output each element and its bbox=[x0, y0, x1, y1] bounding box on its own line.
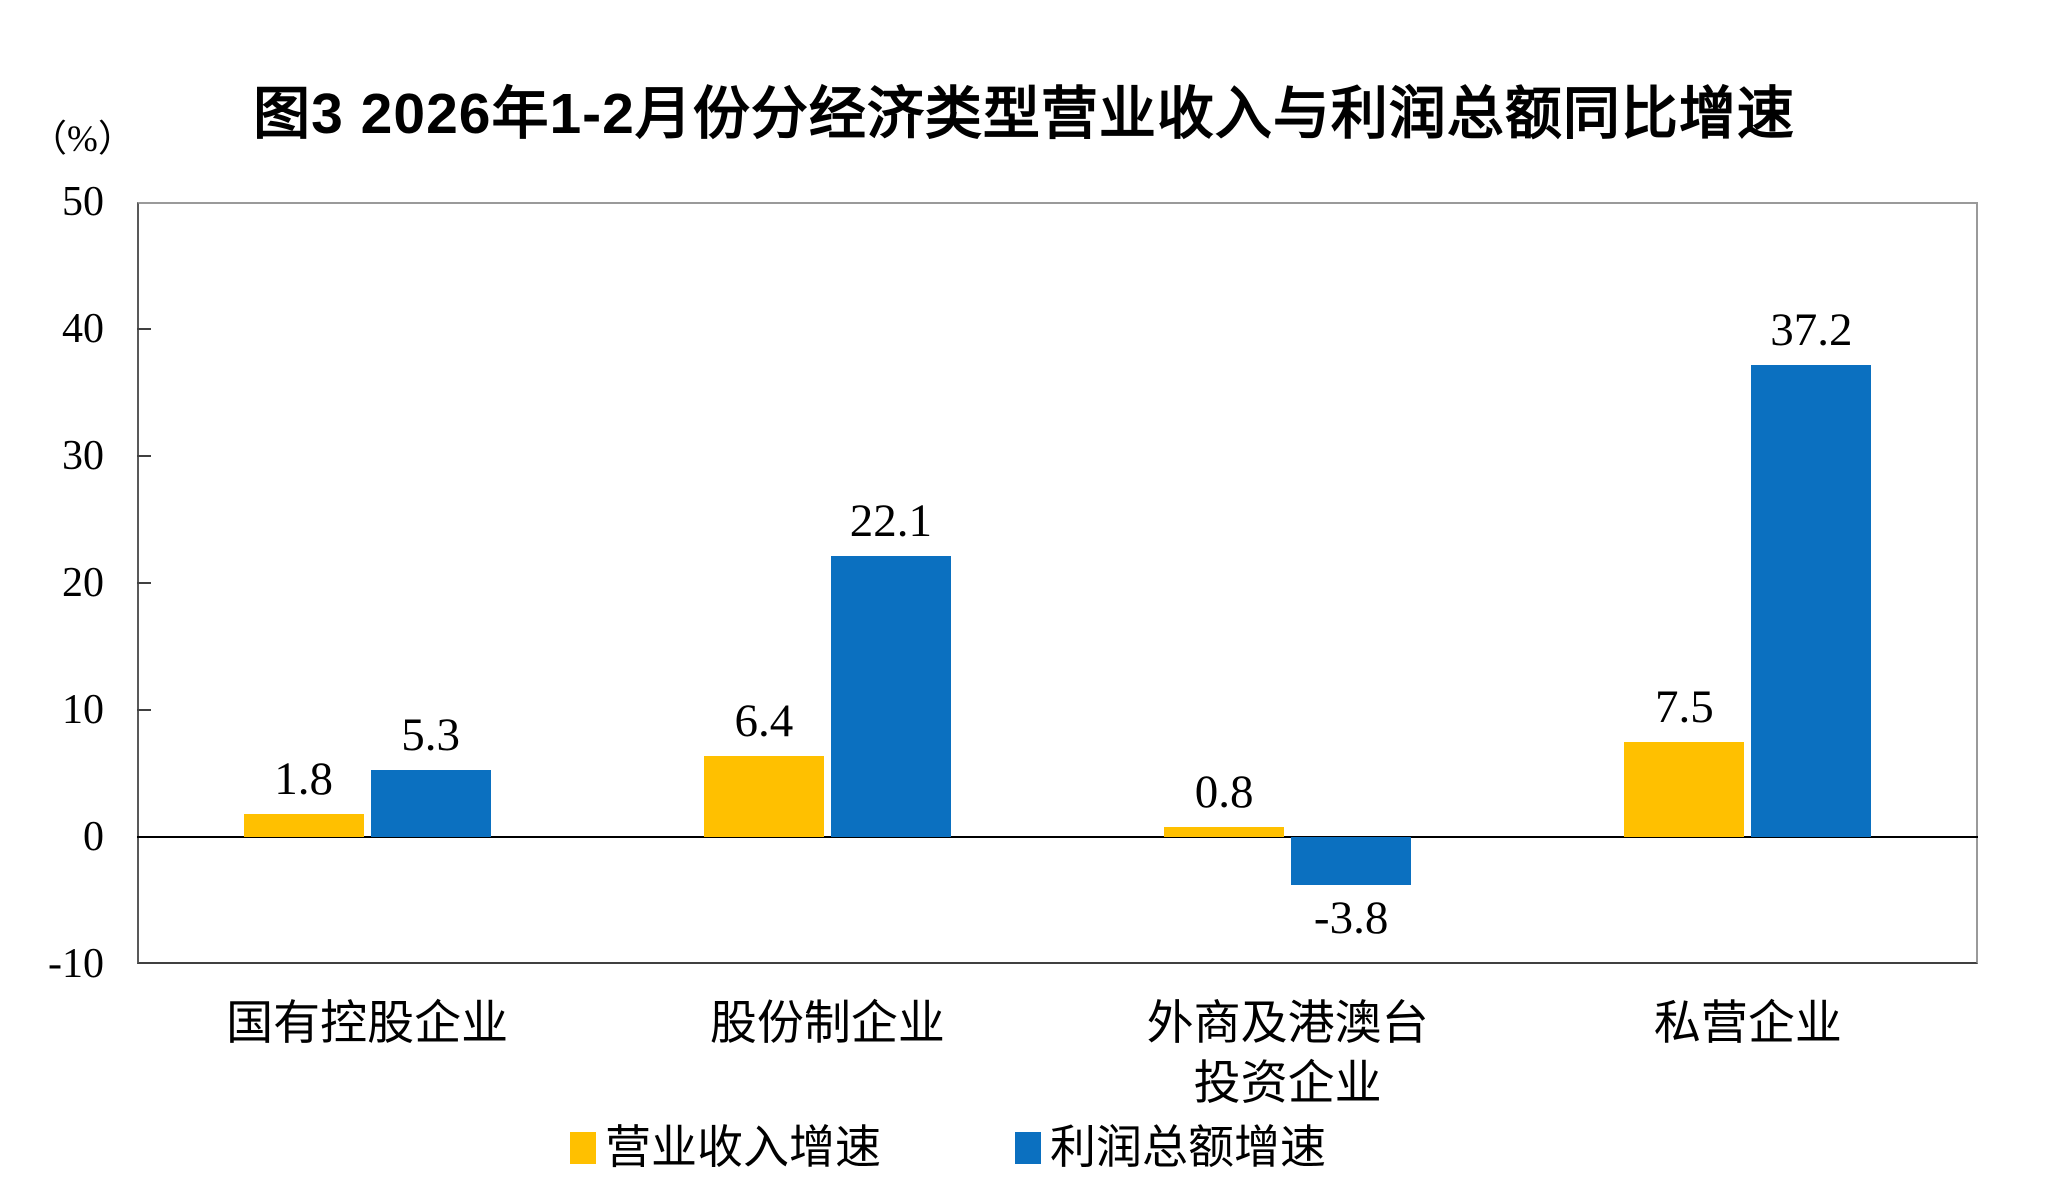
x-category-label-line: 国有控股企业 bbox=[226, 998, 509, 1050]
bar-营业收入增速-股份制企业 bbox=[703, 755, 824, 837]
bar-利润总额增速-私营企业 bbox=[1751, 364, 1872, 837]
y-tick-mark bbox=[137, 582, 151, 584]
y-tick-label: 20 bbox=[62, 560, 104, 606]
bar-value-label: 5.3 bbox=[401, 708, 460, 761]
x-category-label: 国有控股企业 bbox=[137, 994, 597, 1054]
y-axis-unit-label: （%） bbox=[30, 119, 135, 160]
x-category-label-line: 外商及港澳台 bbox=[1146, 998, 1429, 1050]
bar-营业收入增速-国有控股企业 bbox=[243, 814, 364, 837]
x-category-label: 股份制企业 bbox=[597, 994, 1057, 1054]
bar-利润总额增速-国有控股企业 bbox=[370, 769, 491, 837]
bar-利润总额增速-股份制企业 bbox=[830, 556, 951, 837]
y-tick-mark bbox=[137, 455, 151, 457]
y-tick-label: 0 bbox=[83, 814, 104, 860]
bar-value-label: 7.5 bbox=[1655, 680, 1714, 733]
x-category-label-line: 私营企业 bbox=[1653, 998, 1842, 1050]
zero-axis-line bbox=[137, 836, 1978, 838]
y-tick-label: 10 bbox=[62, 687, 104, 733]
bar-营业收入增速-私营企业 bbox=[1624, 741, 1745, 837]
y-tick-label: 40 bbox=[62, 306, 104, 352]
x-category-label: 外商及港澳台 投资企业 bbox=[1058, 994, 1518, 1114]
bar-value-label: -3.8 bbox=[1313, 892, 1389, 945]
bar-value-label: 1.8 bbox=[274, 753, 333, 806]
bar-value-label: 0.8 bbox=[1194, 765, 1254, 818]
y-tick-mark bbox=[137, 328, 151, 330]
legend-item-营业收入增速: 营业收入增速 bbox=[570, 1120, 881, 1176]
legend: 营业收入增速 利润总额增速 bbox=[0, 1120, 1896, 1176]
bar-value-label: 22.1 bbox=[849, 495, 932, 548]
y-tick-label: 30 bbox=[62, 433, 104, 479]
legend-label: 营业收入增速 bbox=[605, 1122, 881, 1173]
chart-title: 图3 2026年1-2月份分经济类型营业收入与利润总额同比增速 bbox=[253, 82, 1795, 146]
bar-value-label: 6.4 bbox=[734, 694, 794, 747]
legend-swatch-icon bbox=[570, 1132, 596, 1164]
bar-营业收入增速-外商及港澳台投资企业 bbox=[1164, 826, 1285, 837]
legend-item-利润总额增速: 利润总额增速 bbox=[1015, 1120, 1326, 1176]
legend-swatch-icon bbox=[1015, 1132, 1041, 1164]
y-tick-label: 50 bbox=[62, 179, 104, 225]
legend-label: 利润总额增速 bbox=[1050, 1122, 1326, 1173]
x-category-label: 私营企业 bbox=[1518, 994, 1978, 1054]
y-tick-mark bbox=[137, 709, 151, 711]
x-category-label-line: 股份制企业 bbox=[709, 998, 945, 1050]
y-tick-label: -10 bbox=[48, 941, 104, 987]
bar-value-label: 37.2 bbox=[1770, 303, 1853, 356]
x-category-label-line: 投资企业 bbox=[1193, 1058, 1382, 1110]
bar-利润总额增速-外商及港澳台投资企业 bbox=[1291, 837, 1412, 886]
